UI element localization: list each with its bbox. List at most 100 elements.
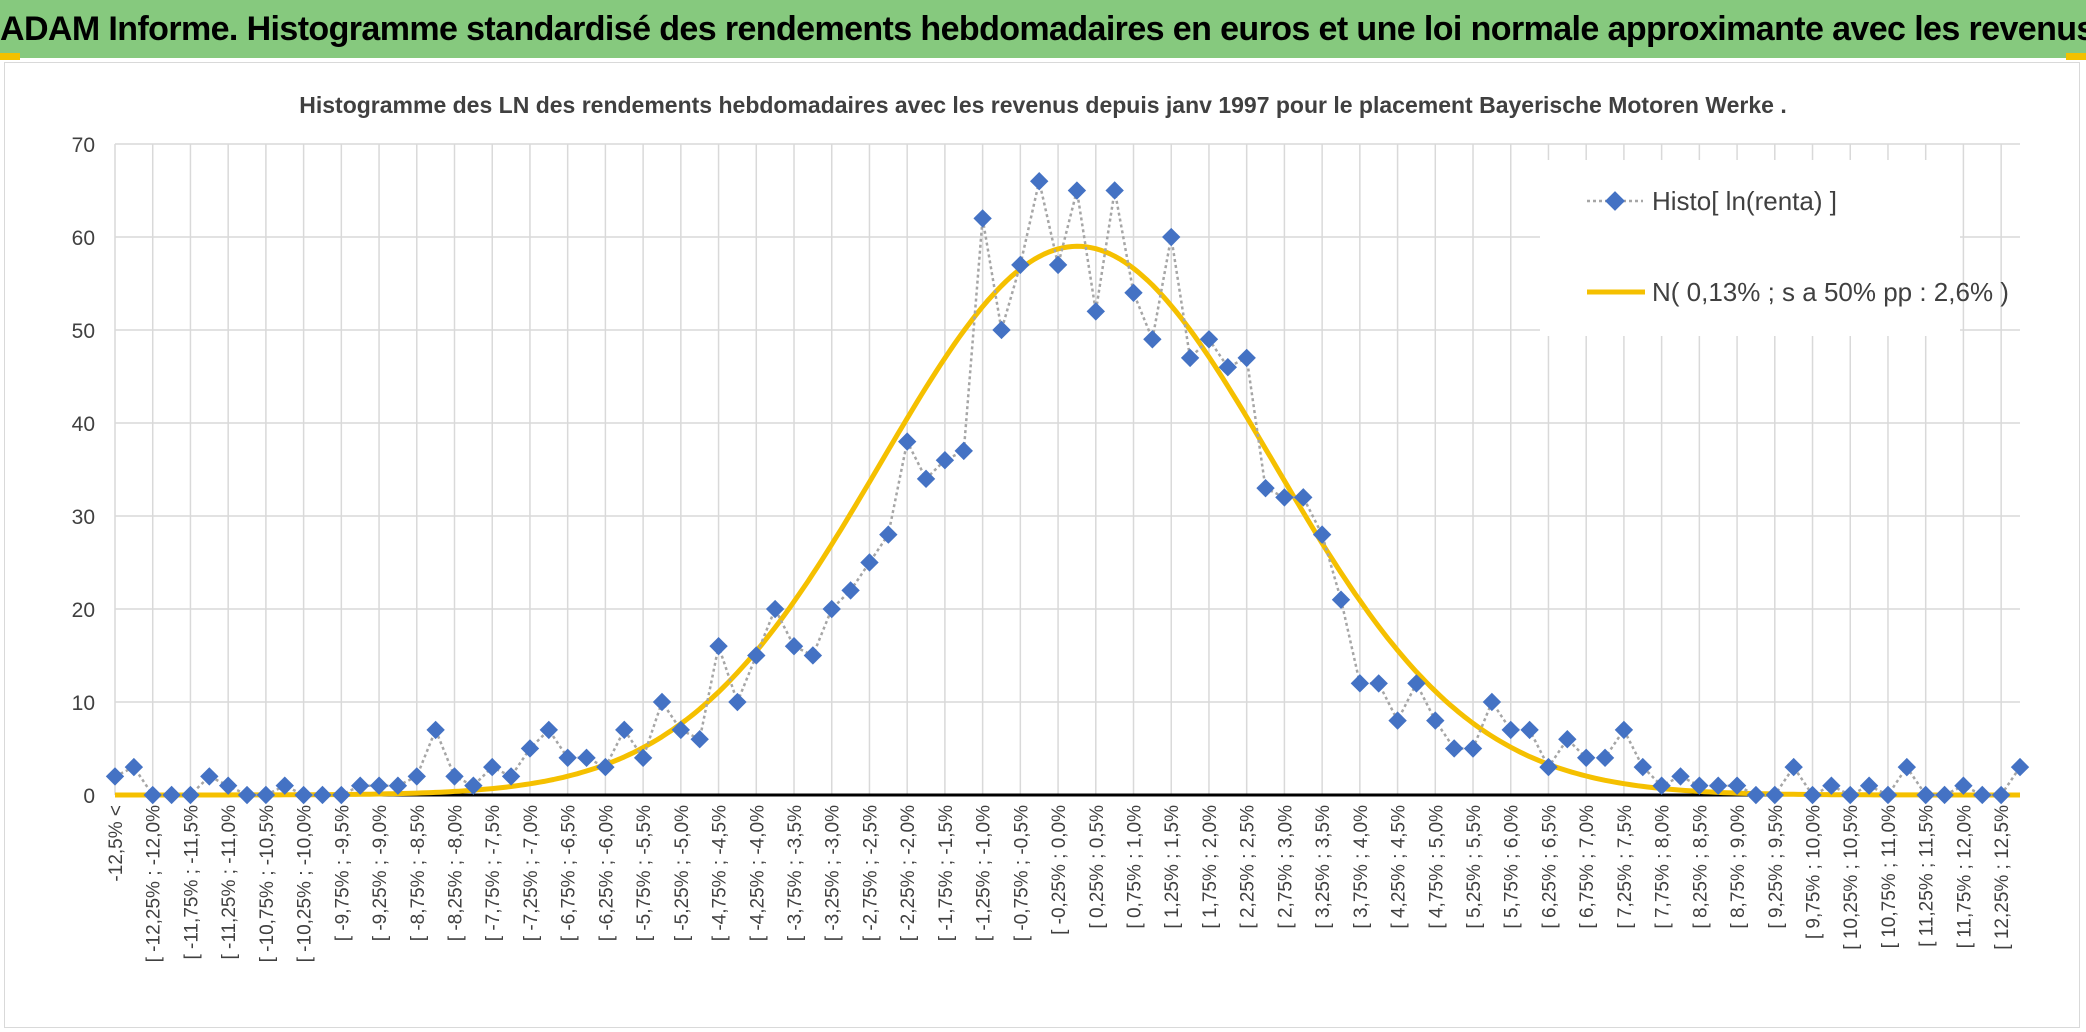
x-tick-label: [ -12,25% ; -12,0% bbox=[144, 805, 165, 962]
histogram-point bbox=[1973, 785, 1992, 805]
histogram-point bbox=[973, 209, 992, 228]
x-tick-label: [ -4,75% ; -4,5% bbox=[710, 805, 731, 941]
histogram-point bbox=[1576, 748, 1596, 767]
x-tick-label: [ 5,25% ; 5,5% bbox=[1464, 805, 1485, 929]
x-tick-label: [ -7,75% ; -7,5% bbox=[483, 805, 504, 941]
y-tick-label: 20 bbox=[72, 599, 95, 622]
histogram-point bbox=[1878, 785, 1898, 805]
histogram-point bbox=[256, 785, 276, 805]
x-axis-tick-labels: -12,5% < [ -12,25% ; -12,0% [ -11,75% ; -1… bbox=[106, 805, 2013, 962]
histogram-point bbox=[992, 320, 1011, 340]
histogram-point bbox=[1048, 255, 1068, 275]
y-tick-label: 60 bbox=[72, 227, 95, 250]
histogram-point bbox=[1633, 757, 1652, 777]
y-tick-label: 50 bbox=[72, 320, 95, 343]
histogram-point bbox=[426, 720, 445, 740]
x-tick-label: [ -5,75% ; -5,5% bbox=[634, 805, 655, 941]
histogram-point bbox=[935, 451, 955, 470]
x-tick-label: [ 6,25% ; 6,5% bbox=[1539, 805, 1560, 929]
x-tick-label: [ 9,25% ; 9,5% bbox=[1766, 805, 1787, 929]
x-tick-label: [ -8,25% ; -8,0% bbox=[446, 805, 467, 941]
x-tick-label: [ -0,25% ; 0,0% bbox=[1049, 805, 1070, 935]
x-tick-label: [ 12,25% ; 12,5% bbox=[1992, 805, 2013, 950]
histogram-point bbox=[162, 785, 181, 805]
y-tick-label: 30 bbox=[72, 506, 95, 529]
x-tick-label: [ 3,25% ; 3,5% bbox=[1313, 805, 1334, 929]
legend-histo-marker bbox=[1605, 191, 1625, 211]
x-tick-label: [ 8,25% ; 8,5% bbox=[1690, 805, 1711, 929]
histogram-point bbox=[313, 785, 332, 805]
y-axis-tick-labels: 0 10 20 30 40 50 60 70 bbox=[72, 134, 95, 808]
histogram-point bbox=[1463, 739, 1483, 758]
histogram-point bbox=[1143, 330, 1162, 349]
histogram-point bbox=[483, 757, 502, 777]
x-tick-label: [ 7,75% ; 8,0% bbox=[1653, 805, 1674, 929]
histogram-point bbox=[1520, 720, 1539, 740]
x-tick-label: [ 9,75% ; 10,0% bbox=[1804, 805, 1825, 939]
histogram-point bbox=[1935, 785, 1954, 805]
histogram-point bbox=[1765, 785, 1784, 805]
y-tick-label: 10 bbox=[72, 692, 95, 715]
histogram-point bbox=[351, 776, 370, 795]
y-tick-label: 40 bbox=[72, 413, 95, 436]
histogram-point bbox=[1859, 776, 1879, 795]
x-tick-label: [ 10,25% ; 10,5% bbox=[1841, 805, 1862, 950]
x-tick-label: [ -2,25% ; -2,0% bbox=[898, 805, 919, 941]
histogram-point bbox=[747, 646, 766, 665]
x-tick-label: [ -3,75% ; -3,5% bbox=[785, 805, 806, 941]
y-tick-label: 70 bbox=[72, 134, 95, 157]
x-tick-label: [ 7,25% ; 7,5% bbox=[1615, 805, 1636, 929]
histogram-point bbox=[879, 525, 898, 544]
histogram-series bbox=[105, 172, 2030, 805]
histogram-point bbox=[841, 581, 860, 600]
x-tick-label: [ 6,75% ; 7,0% bbox=[1577, 805, 1598, 929]
x-tick-label: [ -8,75% ; -8,5% bbox=[408, 805, 429, 941]
histogram-point bbox=[1388, 711, 1407, 730]
histogram-point bbox=[728, 692, 747, 712]
histogram-point bbox=[784, 637, 804, 656]
x-tick-label: [ 11,25% ; 11,5% bbox=[1917, 805, 1938, 947]
histogram-point bbox=[1803, 785, 1822, 805]
histogram-point bbox=[1105, 181, 1124, 200]
legend: Histo[ ln(renta) ] N( 0,13% ; s a 50% pp… bbox=[1540, 160, 2009, 336]
x-tick-label: [ 2,75% ; 3,0% bbox=[1275, 805, 1296, 929]
y-tick-label: 0 bbox=[83, 785, 95, 808]
histogram-point bbox=[332, 785, 351, 805]
histogram-point bbox=[124, 757, 144, 777]
histogram-point bbox=[1482, 692, 1502, 712]
histogram-point bbox=[1954, 776, 1973, 795]
x-tick-label: [ 4,25% ; 4,5% bbox=[1389, 805, 1410, 929]
histogram-point bbox=[558, 748, 577, 767]
histogram-point bbox=[1369, 674, 1388, 693]
x-tick-label: [ -0,75% ; -0,5% bbox=[1011, 805, 1032, 941]
histogram-point bbox=[671, 720, 691, 740]
histogram-point bbox=[1558, 730, 1577, 749]
histogram-point bbox=[765, 599, 785, 619]
histogram-point bbox=[237, 785, 257, 805]
x-tick-label: [ -1,75% ; -1,5% bbox=[936, 805, 957, 941]
histogram-point bbox=[897, 432, 917, 451]
page-title: ADAM Informe. Histogramme standardisé de… bbox=[0, 0, 2086, 58]
gridlines bbox=[114, 143, 2020, 795]
x-tick-label: [ -6,25% ; -6,0% bbox=[596, 805, 617, 941]
x-tick-label: [ -6,75% ; -6,5% bbox=[559, 805, 580, 941]
histogram-point bbox=[822, 599, 841, 619]
histogram-point bbox=[388, 776, 408, 795]
histogram-point bbox=[1237, 348, 1256, 368]
histogram-point bbox=[1991, 785, 2011, 805]
histogram-point bbox=[1841, 785, 1860, 805]
histogram-point bbox=[1595, 748, 1615, 768]
histogram-point bbox=[105, 767, 125, 786]
x-tick-label: [ -10,25% ; -10,0% bbox=[295, 805, 316, 962]
histogram-point bbox=[1067, 181, 1087, 200]
histogram-point bbox=[1124, 283, 1143, 303]
x-tick-label: [ 8,75% ; 9,0% bbox=[1728, 805, 1749, 929]
histogram-point bbox=[577, 748, 596, 768]
histogram-point bbox=[652, 692, 672, 712]
title-accent-right bbox=[2066, 53, 2086, 60]
histogram-point bbox=[1331, 590, 1351, 609]
x-tick-label: [ 10,75% ; 11,0% bbox=[1879, 805, 1900, 948]
histogram-point bbox=[1916, 785, 1935, 805]
legend-histo-label: Histo[ ln(renta) ] bbox=[1652, 186, 1837, 216]
x-tick-label: [ -1,25% ; -1,0% bbox=[974, 805, 995, 941]
